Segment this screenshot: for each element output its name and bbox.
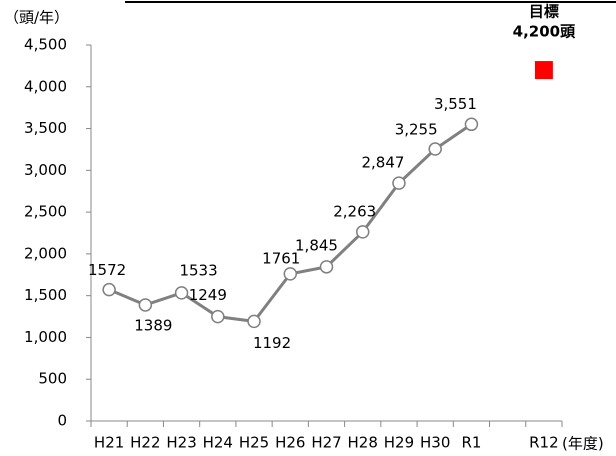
point-marker bbox=[392, 176, 406, 190]
y-tick-label: 4,500 bbox=[24, 36, 67, 54]
x-tick-label: H24 bbox=[203, 434, 233, 452]
y-tick-label: 2,000 bbox=[24, 244, 67, 262]
x-tick-label: H29 bbox=[384, 434, 414, 452]
point-marker bbox=[355, 225, 370, 239]
point-marker bbox=[211, 309, 225, 324]
data-label: 1761 bbox=[262, 249, 300, 267]
y-tick-label: 1,500 bbox=[24, 286, 67, 304]
annotation: 目標 bbox=[529, 3, 559, 21]
y-tick-label: 4,000 bbox=[24, 77, 67, 95]
x-tick-label: R12 bbox=[529, 434, 559, 452]
x-tick-label: H22 bbox=[130, 434, 160, 452]
point-marker bbox=[102, 282, 116, 297]
x-axis-label: (年度) bbox=[562, 435, 604, 453]
data-label: 1249 bbox=[189, 286, 227, 304]
series-line bbox=[108, 123, 473, 324]
y-tick-label: 500 bbox=[38, 370, 67, 388]
data-label: 2,263 bbox=[333, 202, 376, 220]
data-label: 2,847 bbox=[361, 154, 404, 172]
x-tick-label: H21 bbox=[94, 434, 124, 452]
y-tick-label: 3,500 bbox=[24, 119, 67, 137]
x-tick-label: H26 bbox=[275, 434, 305, 452]
y-tick-label: 1,000 bbox=[24, 328, 67, 346]
point-marker bbox=[464, 117, 479, 132]
x-tick-label: R1 bbox=[461, 434, 481, 452]
y-axis-label: （頭/年） bbox=[4, 9, 69, 27]
point-marker bbox=[283, 267, 298, 281]
data-label: 1389 bbox=[134, 316, 172, 334]
data-label: 3,255 bbox=[395, 121, 438, 139]
data-label: 1572 bbox=[88, 261, 126, 279]
data-label: 1533 bbox=[179, 261, 217, 279]
point-marker bbox=[319, 260, 334, 274]
data-label: 3,551 bbox=[434, 95, 477, 113]
data-label: 1,845 bbox=[295, 236, 338, 254]
x-tick-label: H28 bbox=[348, 434, 378, 452]
point-marker bbox=[247, 314, 261, 329]
y-tick-label: 2,500 bbox=[24, 203, 67, 221]
target-marker bbox=[534, 61, 553, 80]
point-marker bbox=[174, 286, 189, 300]
x-tick-label: H23 bbox=[166, 434, 196, 452]
y-tick-label: 3,000 bbox=[24, 161, 67, 179]
data-label: 1192 bbox=[253, 334, 291, 352]
x-tick-label: H30 bbox=[420, 434, 450, 452]
point-marker bbox=[428, 142, 442, 156]
y-tick-label: 0 bbox=[57, 412, 67, 430]
point-marker bbox=[138, 298, 153, 312]
x-tick-label: H25 bbox=[239, 434, 269, 452]
x-tick-label: H27 bbox=[311, 434, 341, 452]
data-label: 4,200頭 bbox=[513, 23, 576, 41]
